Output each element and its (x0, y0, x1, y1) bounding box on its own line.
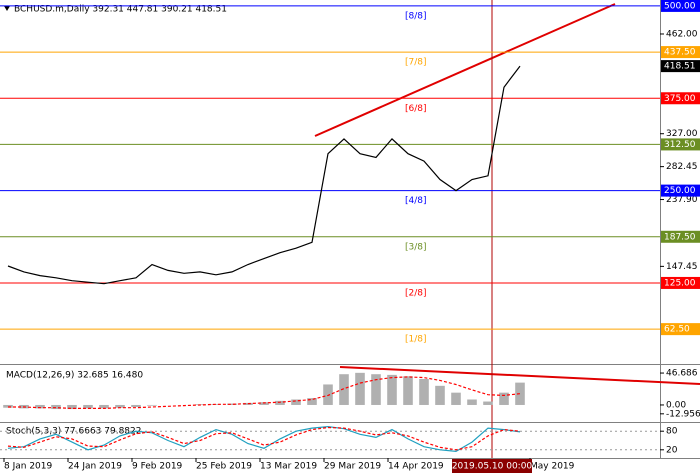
level-label-box (661, 230, 700, 243)
y-tick-label: 46.686 (666, 369, 698, 379)
bar (387, 374, 397, 405)
y-tick-label: 282.45 (666, 162, 698, 172)
bar (499, 392, 509, 405)
x-tick-label: 29 Mar 2019 (324, 462, 381, 472)
series-line (8, 376, 521, 409)
bar (227, 403, 237, 405)
stoch-title: Stoch(5,3,3) 77.6663 79.8822 (6, 427, 141, 437)
x-tick-label: May 2019 (530, 462, 575, 472)
level-tag: [3/8] (405, 242, 427, 252)
level-label: 312.50 (664, 140, 696, 150)
y-tick-label: 462.00 (666, 29, 698, 39)
y-tick-label: 237.90 (666, 195, 698, 205)
bar (35, 404, 45, 409)
bar (483, 401, 493, 405)
panel-icon (4, 6, 10, 11)
level-label-box (661, 276, 700, 289)
price-label: 418.51 (664, 62, 696, 72)
x-tick-label: 13 Mar 2019 (260, 462, 317, 472)
level-label-box (661, 46, 700, 59)
cursor-label: 2019.05.10 00:00 (452, 462, 533, 472)
level-label: 500.00 (664, 1, 696, 11)
x-tick-label: 9 Feb 2019 (132, 462, 183, 472)
level-label: 125.00 (664, 278, 696, 288)
bar (67, 404, 77, 410)
level-tag: [1/8] (405, 335, 427, 345)
level-label: 437.50 (664, 48, 696, 58)
bar (275, 400, 285, 405)
trend-line (339, 366, 700, 385)
bar (147, 404, 157, 406)
series-line (7, 65, 521, 285)
macd-title: MACD(12,26,9) 32.685 16.480 (6, 371, 143, 381)
level-label: 250.00 (664, 186, 696, 196)
bar (99, 404, 109, 409)
bar (323, 384, 333, 405)
level-label: 375.00 (664, 94, 696, 104)
x-tick-label: 25 Feb 2019 (196, 462, 252, 472)
bar (291, 399, 301, 405)
bar (435, 385, 445, 405)
level-label-box (661, 138, 700, 151)
level-label-box (661, 184, 700, 197)
cursor-label-box (452, 459, 532, 473)
bar (3, 404, 13, 408)
level-label: 187.50 (664, 232, 696, 242)
level-label-box (661, 0, 700, 12)
bar (131, 404, 141, 408)
bar (467, 399, 477, 405)
price-label-box (661, 60, 700, 73)
y-tick-label: 0.00 (666, 400, 686, 410)
bar (419, 378, 429, 405)
y-tick-label: 327.00 (666, 129, 698, 139)
bar (51, 404, 61, 410)
y-tick-label: -12.956 (666, 409, 700, 419)
y-tick-label: 80 (666, 427, 678, 437)
bar (355, 372, 365, 405)
level-tag: [2/8] (405, 288, 427, 298)
x-tick-label: 8 Jan 2019 (4, 462, 52, 472)
level-label-box (661, 92, 700, 105)
bar (451, 392, 461, 405)
bar (515, 382, 525, 405)
level-label-box (661, 323, 700, 336)
trend-line (314, 3, 616, 137)
bar (211, 404, 221, 405)
x-tick-label: 24 Jan 2019 (68, 462, 122, 472)
bar (307, 398, 317, 405)
bar (339, 374, 349, 405)
bar (115, 404, 125, 408)
series-line (7, 425, 521, 453)
y-tick-label: 147.45 (666, 262, 698, 272)
bar (83, 404, 93, 409)
chart-title: BCHUSD.m,Daily 392.31 447.81 390.21 418.… (14, 5, 227, 15)
level-tag: [4/8] (405, 196, 427, 206)
y-tick-label: 20 (666, 445, 678, 455)
bar (403, 376, 413, 405)
x-tick-label: 14 Apr 2019 (388, 462, 444, 472)
bar (371, 374, 381, 405)
level-tag: [7/8] (405, 58, 427, 68)
level-tag: [8/8] (405, 11, 427, 21)
bar (259, 402, 269, 405)
level-tag: [6/8] (405, 104, 427, 114)
level-label: 62.50 (664, 325, 690, 335)
